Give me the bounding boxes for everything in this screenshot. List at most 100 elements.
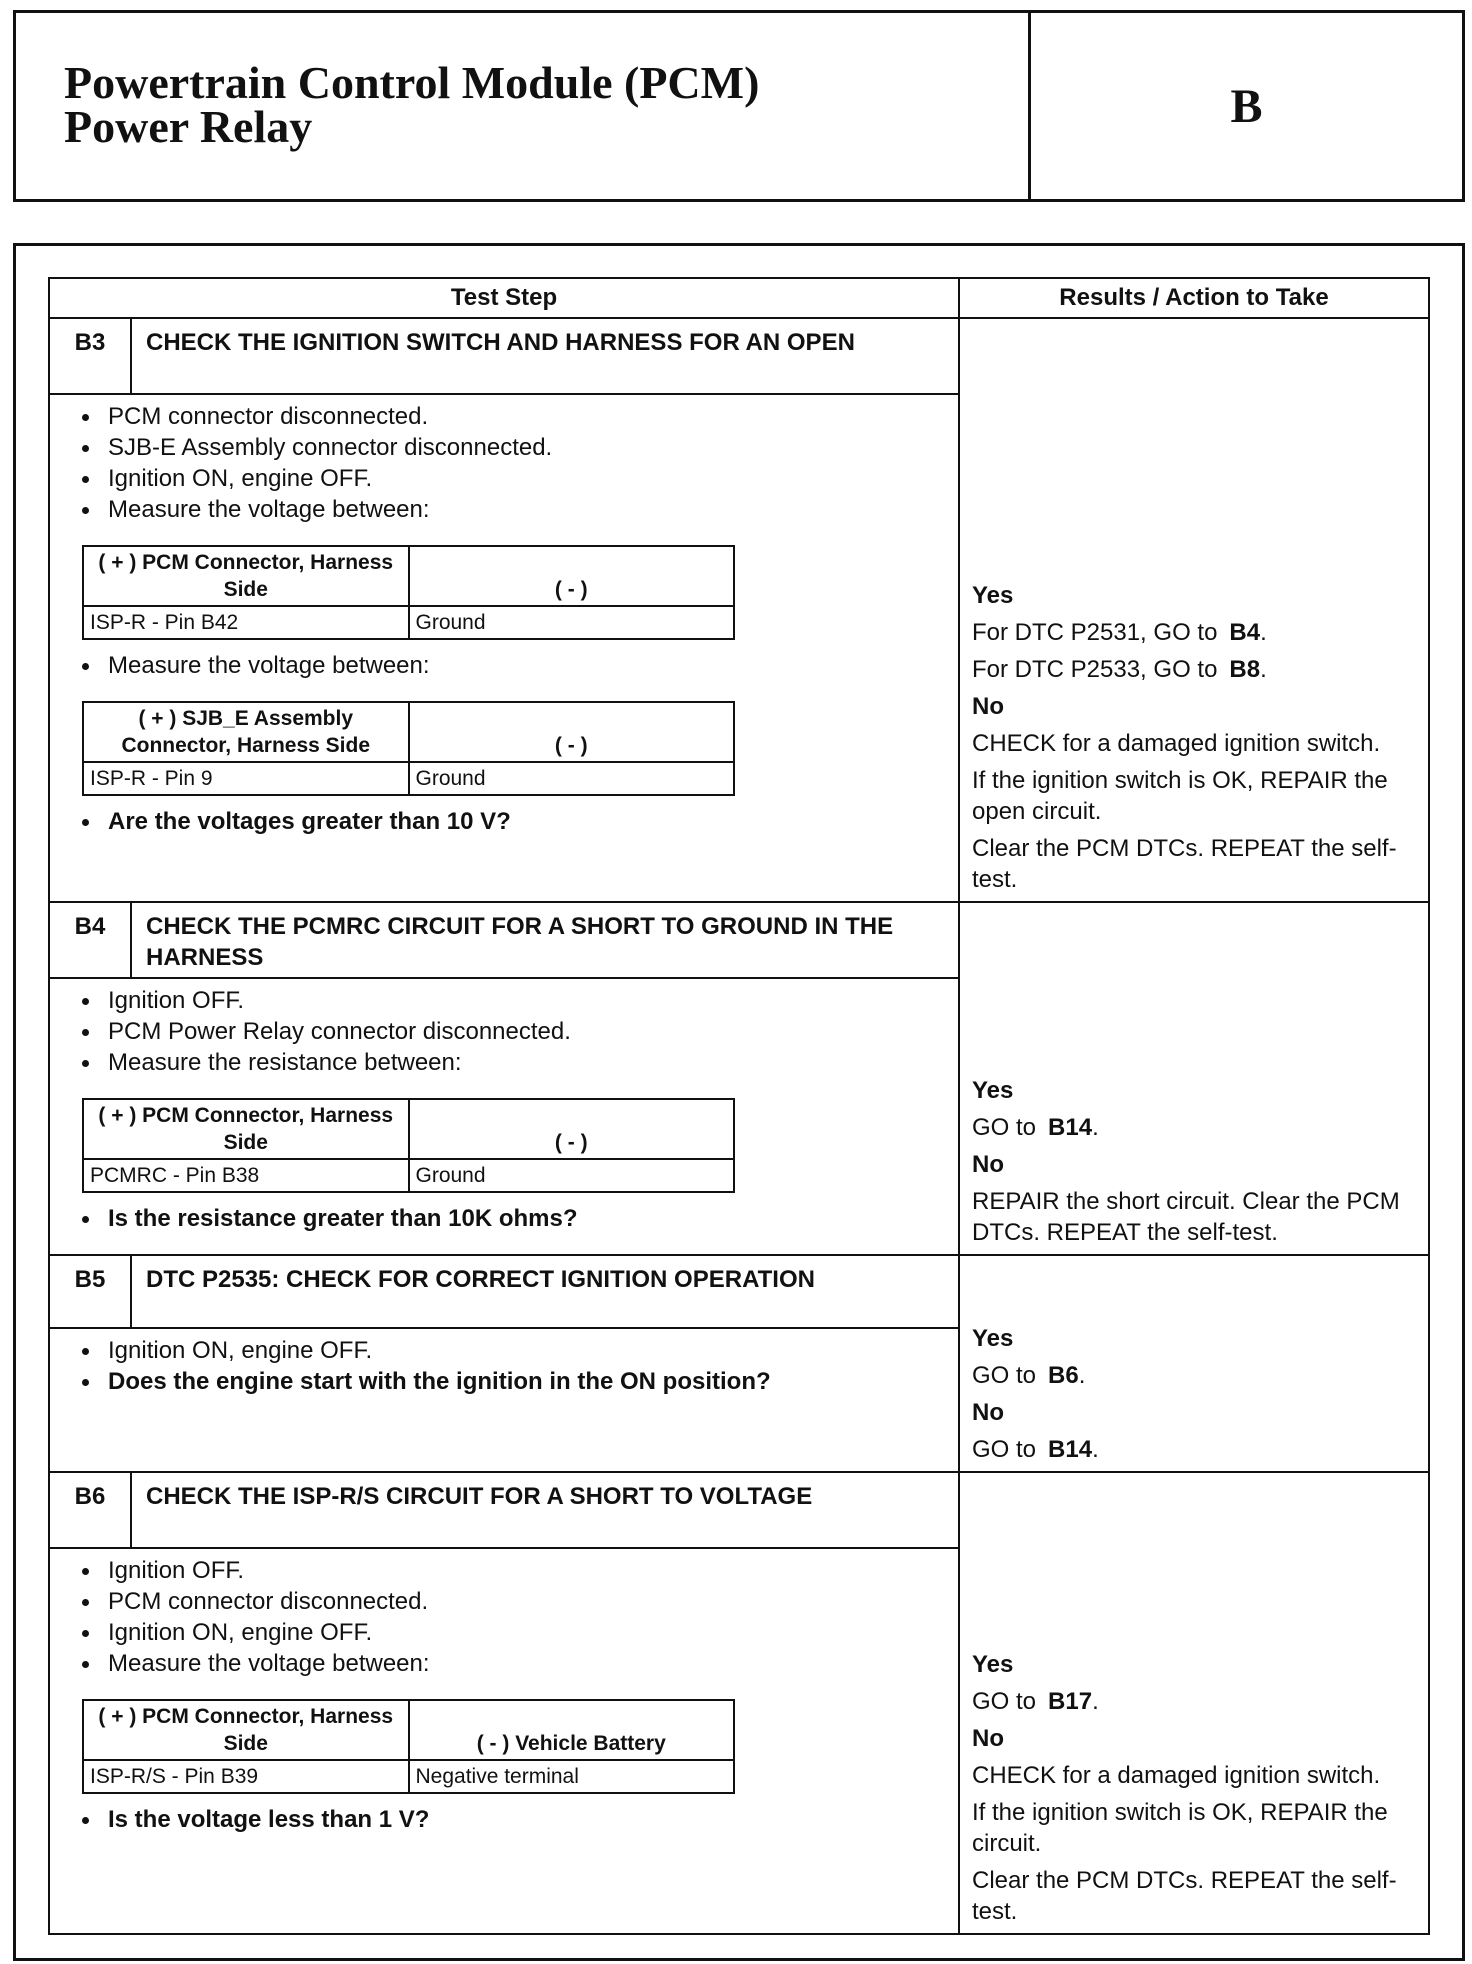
result-text: GO to <box>972 1688 1037 1715</box>
result-text: If the ignition switch is OK, REPAIR the… <box>972 1799 1388 1857</box>
measure-row: ISP-R/S - Pin B39 Negative terminal <box>82 1759 735 1794</box>
measure-cell: Ground <box>407 761 735 796</box>
title-line: Power Relay <box>64 101 313 152</box>
bullet-dot <box>82 663 89 670</box>
bullet-text: Measure the voltage between: <box>108 496 430 523</box>
bullet-text: PCM connector disconnected. <box>108 1588 429 1615</box>
punct: . <box>1260 619 1267 646</box>
bullet-dot <box>82 1599 89 1606</box>
column-header: Results / Action to Take <box>958 277 1430 319</box>
result-text: GO to B6. <box>972 1360 1422 1391</box>
step-title-row: B4 CHECK THE PCMRC CIRCUIT FOR A SHORT TO… <box>48 901 1430 1256</box>
step-body-row: Ignition OFF. PCM Power Relay connector d… <box>48 977 1429 1256</box>
measure-header: ( + ) PCM Connector, Harness Side <box>82 1699 410 1761</box>
bullet-text: Does the engine start with the ignition … <box>108 1368 771 1395</box>
question: Is the voltage less than 1 V? <box>78 1804 944 1835</box>
result-label: No <box>972 1399 1004 1426</box>
results-cell: Yes GO to B17. No CHECK for a damaged igniti… <box>958 1471 1430 1935</box>
result-text: If the ignition switch is OK, REPAIR the… <box>972 767 1388 825</box>
result-text: GO to B14. <box>972 1434 1422 1465</box>
measure-header-row: ( + ) PCM Connector, Harness Side( - ) <box>82 545 735 607</box>
bullet-text: Measure the resistance between: <box>108 1049 462 1076</box>
question: Is the resistance greater than 10K ohms? <box>78 1203 944 1234</box>
step-ref: B4 <box>1229 619 1261 646</box>
bullet-dot <box>82 1348 89 1355</box>
measure-header-row: ( + ) SJB_E Assembly Connector, Harness … <box>82 701 735 763</box>
bullet-dot <box>82 1029 89 1036</box>
measure-cell: ISP-R/S - Pin B39 <box>82 1759 410 1794</box>
title-line: Powertrain Control Module (PCM) <box>64 57 760 108</box>
bullet-text: Ignition OFF. <box>108 987 245 1014</box>
measure-row: ISP-R - Pin B42 Ground <box>82 605 735 640</box>
step-id: B6 <box>48 1471 132 1549</box>
measure-header: ( + ) PCM Connector, Harness Side <box>82 545 410 607</box>
measure-table: ( + ) PCM Connector, Harness Side( - ) V… <box>82 1699 735 1794</box>
step-title-row: B5 DTC P2535: CHECK FOR CORRECT IGNITION … <box>48 1254 1430 1473</box>
step-body-row: Ignition ON, engine OFF. Does the engine … <box>48 1327 1429 1473</box>
result-text: Clear the PCM DTCs. REPEAT the self-test… <box>972 1865 1422 1927</box>
bullet-dot <box>82 1060 89 1067</box>
bullet: Ignition OFF. <box>78 985 944 1016</box>
measure-header: ( - ) <box>407 1098 735 1160</box>
bullet: Measure the voltage between: <box>78 494 944 525</box>
column-header: Test Step <box>48 277 960 319</box>
punct: . <box>1260 656 1267 683</box>
measure-header: ( - ) <box>407 701 735 763</box>
bullet-text: Is the resistance greater than 10K ohms? <box>108 1205 578 1232</box>
result-text: GO to <box>972 1362 1037 1389</box>
bullet: Ignition ON, engine OFF. <box>78 463 944 494</box>
bullet: SJB-E Assembly connector disconnected. <box>78 432 944 463</box>
measure-header-row: ( + ) PCM Connector, Harness Side( - ) V… <box>82 1699 735 1761</box>
step-ref: B8 <box>1229 656 1261 683</box>
measure-header: ( + ) PCM Connector, Harness Side <box>82 1098 410 1160</box>
bullet-dot <box>82 414 89 421</box>
result-text: For DTC P2531, GO to B4. <box>972 617 1422 648</box>
bullet-text: Measure the voltage between: <box>108 652 430 679</box>
step-body-row: Ignition OFF. PCM connector disconnected.… <box>48 1547 1429 1935</box>
bullet-dot <box>82 1817 89 1824</box>
measure-header: ( - ) <box>407 545 735 607</box>
result-text: For DTC P2533, GO to <box>972 656 1218 683</box>
step-title-row: B3 CHECK THE IGNITION SWITCH AND HARNESS … <box>48 317 1430 903</box>
bullet-dot <box>82 1216 89 1223</box>
result-text: For DTC P2533, GO to B8. <box>972 654 1422 685</box>
step-body: Ignition ON, engine OFF. Does the engine … <box>48 1327 960 1473</box>
result-text: GO to B17. <box>972 1686 1422 1717</box>
measure-header-row: ( + ) PCM Connector, Harness Side( - ) <box>82 1098 735 1160</box>
bullet: PCM Power Relay connector disconnected. <box>78 1016 944 1047</box>
punct: . <box>1092 1114 1099 1141</box>
bullet-text: Ignition ON, engine OFF. <box>108 1337 373 1364</box>
step-title: CHECK THE IGNITION SWITCH AND HARNESS FO… <box>130 317 960 395</box>
bullet: PCM connector disconnected. <box>78 401 944 432</box>
measure-table: ( + ) PCM Connector, Harness Side( - ) PC… <box>82 1098 735 1193</box>
measure-cell: ISP-R - Pin 9 <box>82 761 410 796</box>
measure-table: ( + ) PCM Connector, Harness Side( - ) IS… <box>82 545 735 640</box>
bullet-text: Are the voltages greater than 10 V? <box>108 808 511 835</box>
step-title: DTC P2535: CHECK FOR CORRECT IGNITION OP… <box>130 1254 960 1329</box>
bullet-text: PCM connector disconnected. <box>108 403 429 430</box>
bullet-dot <box>82 998 89 1005</box>
result-label: Yes <box>972 582 1014 609</box>
bullet-text: Ignition ON, engine OFF. <box>108 465 373 492</box>
header: Powertrain Control Module (PCM) Power Re… <box>13 10 1465 202</box>
header-title: Powertrain Control Module (PCM) Power Re… <box>64 57 760 152</box>
punct: . <box>1092 1436 1099 1463</box>
step-id: B3 <box>48 317 132 395</box>
bullet-text: Ignition OFF. <box>108 1557 245 1584</box>
bullet: Ignition OFF. <box>78 1555 944 1586</box>
step-title: CHECK THE PCMRC CIRCUIT FOR A SHORT TO G… <box>130 901 960 979</box>
result-label: No <box>972 1151 1004 1178</box>
result-label: Yes <box>972 1651 1014 1678</box>
result-label: Yes <box>972 1077 1014 1104</box>
step-body: Ignition OFF. PCM connector disconnected.… <box>48 1547 960 1935</box>
result-text: For DTC P2531, GO to <box>972 619 1218 646</box>
section-letter: B <box>1230 79 1263 133</box>
step-title-row: B6 CHECK THE ISP-R/S CIRCUIT FOR A SHORT … <box>48 1471 1430 1935</box>
result-text: CHECK for a damaged ignition switch. <box>972 1760 1422 1791</box>
measure-header: ( - ) Vehicle Battery <box>407 1699 735 1761</box>
bullet: Measure the voltage between: <box>78 650 944 681</box>
step-body: Ignition OFF. PCM Power Relay connector d… <box>48 977 960 1256</box>
result-text: Clear the PCM DTCs. REPEAT the self-test… <box>972 835 1397 893</box>
measure-header: ( + ) SJB_E Assembly Connector, Harness … <box>82 701 410 763</box>
